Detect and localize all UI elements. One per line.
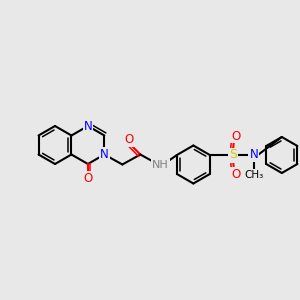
Text: NH: NH xyxy=(152,160,169,170)
Text: O: O xyxy=(125,133,134,146)
Text: N: N xyxy=(100,148,109,161)
Text: N: N xyxy=(83,119,92,133)
Text: N: N xyxy=(249,148,258,161)
Text: O: O xyxy=(231,130,240,142)
Text: S: S xyxy=(229,148,237,161)
Text: CH₃: CH₃ xyxy=(244,170,263,180)
Text: O: O xyxy=(231,167,240,181)
Text: O: O xyxy=(83,172,92,184)
